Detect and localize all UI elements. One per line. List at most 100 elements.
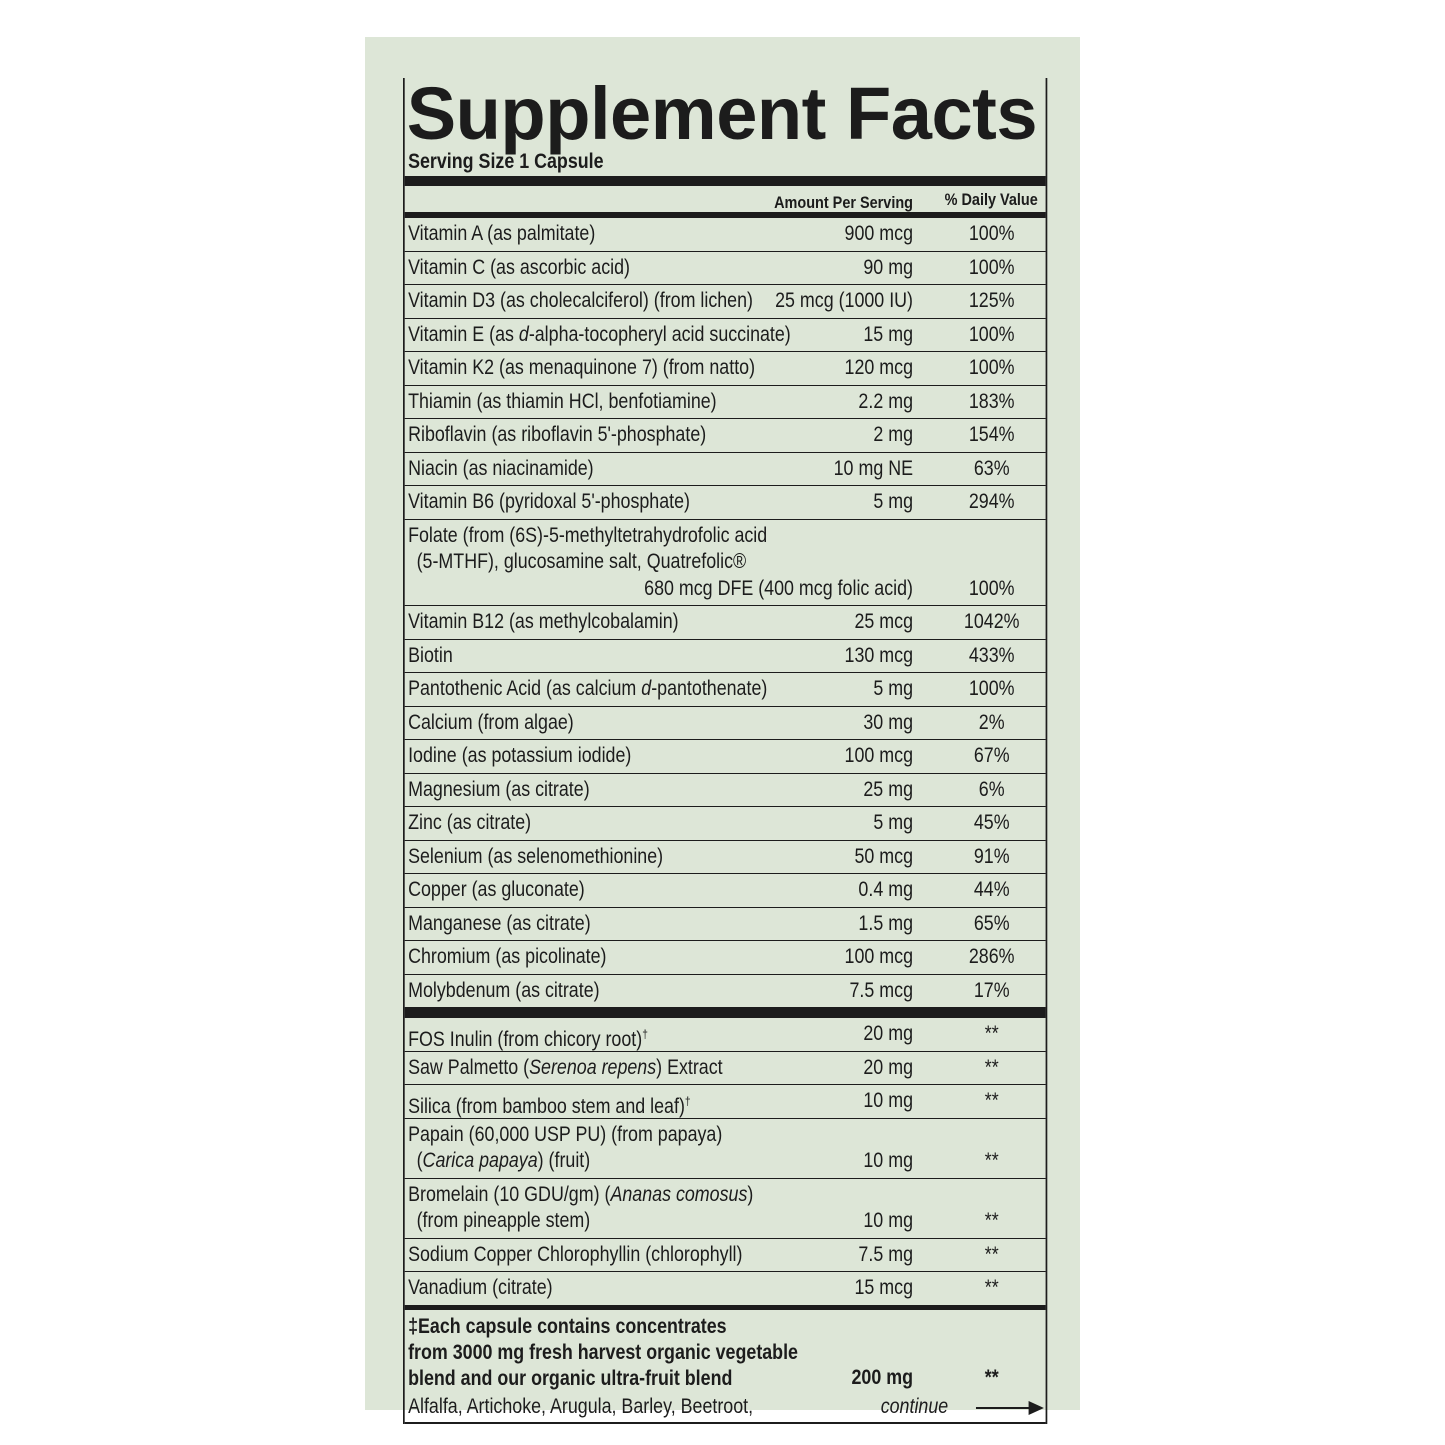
name-text: Riboflavin (as riboflavin 5'-phosphate)	[408, 423, 707, 446]
amount: 10 mg	[863, 1149, 913, 1172]
daily-value: 294%	[968, 490, 1015, 513]
rule	[404, 1007, 1046, 1018]
amount: 900 mcg	[844, 222, 913, 245]
rule	[404, 176, 1046, 186]
title: Supplement Facts	[406, 72, 1038, 155]
name-text: Serenoa repens	[529, 1055, 657, 1079]
amount: 2.2 mg	[858, 389, 913, 413]
amount: 7.5 mcg	[849, 978, 913, 1002]
name-text: Silica (from bamboo stem and leaf)	[408, 1095, 685, 1118]
amount: 90 mg	[863, 255, 913, 279]
daily-value: 154%	[968, 423, 1015, 446]
name-text: Vitamin C (as ascorbic acid)	[408, 255, 630, 279]
daily-value: **	[984, 1055, 999, 1079]
daily-value: 183%	[968, 389, 1015, 413]
daily-value: 65%	[973, 911, 1010, 935]
nutrient-row: Silica (from bamboo stem and leaf)† 10 mg…	[404, 1085, 1046, 1119]
amount: 20 mg	[863, 1022, 913, 1045]
serving-size: Serving Size 1 Capsule	[408, 150, 604, 173]
nutrient-row: Vitamin D3 (as cholecalciferol) (from li…	[404, 285, 1046, 319]
footnote-line: ‡Each capsule contains concentrates	[408, 1314, 727, 1338]
daily-value: **	[984, 1209, 999, 1232]
amount: 25 mcg	[854, 610, 913, 633]
name-line: Vitamin E (as d-alpha-tocopheryl acid su…	[405, 322, 1046, 349]
name-line: Vitamin C (as ascorbic acid)	[405, 255, 1046, 282]
supplement-facts: Supplement Facts Serving Size 1 Capsule …	[403, 72, 1047, 1424]
nutrient-row: Thiamin (as thiamin HCl, benfotiamine) 2.…	[404, 386, 1046, 419]
daily-value: 2%	[978, 710, 1005, 734]
name-text: Chromium (as picolinate)	[408, 945, 607, 968]
name-text: Niacin (as niacinamide)	[408, 456, 594, 480]
nutrient-row: Folate (from (6S)-5-methyltetrahydrofoli…	[404, 520, 1046, 606]
name-line: Thiamin (as thiamin HCl, benfotiamine)	[405, 389, 1046, 416]
daily-value: **	[984, 1022, 999, 1045]
daily-value: 100%	[968, 322, 1015, 346]
daily-value: 17%	[973, 978, 1010, 1002]
name-line: Manganese (as citrate)	[405, 911, 1046, 938]
daily-value: 45%	[973, 811, 1010, 834]
amount-header: Amount Per Serving	[774, 193, 913, 212]
name-line: (5-MTHF), glucosamine salt, Quatrefolic®	[405, 549, 1046, 576]
daily-value: **	[984, 1276, 999, 1299]
name-line: Molybdenum (as citrate)	[405, 978, 1046, 1005]
footnote: ‡Each capsule contains concentrates from …	[405, 1310, 1046, 1392]
name-line: Selenium (as selenomethionine)	[405, 844, 1046, 871]
amount: 10 mg NE	[833, 456, 913, 480]
continue-label: continue	[880, 1394, 949, 1418]
name-line: (Carica papaya) (fruit)	[405, 1148, 1046, 1175]
sections: Vitamin A (as palmitate) 900 mcg 100% Vitam…	[404, 218, 1046, 1305]
name-text: Magnesium (as citrate)	[408, 777, 590, 801]
nutrient-row: FOS Inulin (from chicory root)† 20 mg **	[404, 1018, 1046, 1052]
name-line: Folate (from (6S)-5-methyltetrahydrofoli…	[405, 523, 1046, 550]
name-line: Iodine (as potassium iodide)	[405, 743, 1046, 770]
nutrient-row: Molybdenum (as citrate) 7.5 mcg 17%	[405, 975, 1046, 1008]
amount: 100 mcg	[844, 945, 913, 968]
amount: 25 mg	[863, 777, 913, 801]
name-text: Sodium Copper Chlorophyllin (chlorophyll…	[408, 1242, 743, 1266]
name-line: Biotin	[405, 643, 1046, 670]
name-line: Papain (60,000 USP PU) (from papaya)	[405, 1122, 1046, 1149]
name-text: †	[642, 1027, 648, 1041]
amount: 200 mg	[851, 1366, 913, 1389]
name-text: Thiamin (as thiamin HCl, benfotiamine)	[408, 389, 717, 413]
name-text: )	[747, 1182, 754, 1206]
name-text: d	[518, 322, 529, 346]
name-text: Saw Palmetto (	[408, 1055, 530, 1079]
nutrient-row: Bromelain (10 GDU/gm) (Ananas comosus) (f…	[404, 1179, 1046, 1239]
name-line: Vitamin B6 (pyridoxal 5'-phosphate)	[405, 489, 1046, 516]
name-line: Chromium (as picolinate)	[405, 944, 1046, 971]
name-text: Zinc (as citrate)	[408, 811, 532, 834]
name-text: -pantothenate)	[651, 677, 768, 700]
daily-value: 63%	[973, 456, 1010, 480]
rule	[404, 212, 1046, 218]
rule	[404, 1421, 1046, 1424]
name-text: Vitamin B6 (pyridoxal 5'-phosphate)	[408, 490, 690, 513]
name-line: Vitamin D3 (as cholecalciferol) (from li…	[405, 288, 1046, 315]
name-text: Vitamin E (as	[408, 322, 519, 346]
amount: 20 mg	[863, 1055, 913, 1079]
footnote-line: from 3000 mg fresh harvest organic veget…	[408, 1340, 798, 1364]
nutrient-row: Vitamin A (as palmitate) 900 mcg 100%	[404, 218, 1046, 252]
amount: 100 mcg	[844, 744, 913, 767]
amount: 1.5 mg	[858, 911, 913, 935]
nutrient-row: Riboflavin (as riboflavin 5'-phosphate) 2…	[404, 419, 1046, 453]
name-line: Saw Palmetto (Serenoa repens) Extract	[405, 1055, 1046, 1082]
amount: 25 mcg (1000 IU)	[775, 289, 913, 312]
name-text: Vitamin D3 (as cholecalciferol) (from li…	[408, 289, 753, 312]
nutrient-row: Saw Palmetto (Serenoa repens) Extract 20 …	[404, 1052, 1046, 1085]
daily-value: 125%	[968, 289, 1015, 312]
name-line: Vitamin A (as palmitate)	[405, 221, 1046, 248]
name-text: (5-MTHF), glucosamine salt, Quatrefolic®	[416, 550, 747, 573]
daily-value: **	[984, 1242, 999, 1266]
nutrient-row: Vitamin K2 (as menaquinone 7) (from natt…	[404, 352, 1046, 386]
nutrient-row: Vanadium (citrate) 15 mcg **	[405, 1272, 1046, 1305]
name-text: (	[416, 1149, 423, 1172]
name-line: Copper (as gluconate)	[405, 877, 1046, 904]
arrow	[975, 1400, 1044, 1415]
name-line: FOS Inulin (from chicory root)†	[405, 1021, 1046, 1051]
daily-value: 100%	[968, 222, 1015, 245]
nutrient-row: Manganese (as citrate) 1.5 mg 65%	[404, 908, 1046, 941]
nutrient-row: Biotin 130 mcg 433%	[404, 640, 1046, 673]
daily-value: **	[984, 1149, 999, 1172]
daily-value: 433%	[968, 643, 1015, 667]
